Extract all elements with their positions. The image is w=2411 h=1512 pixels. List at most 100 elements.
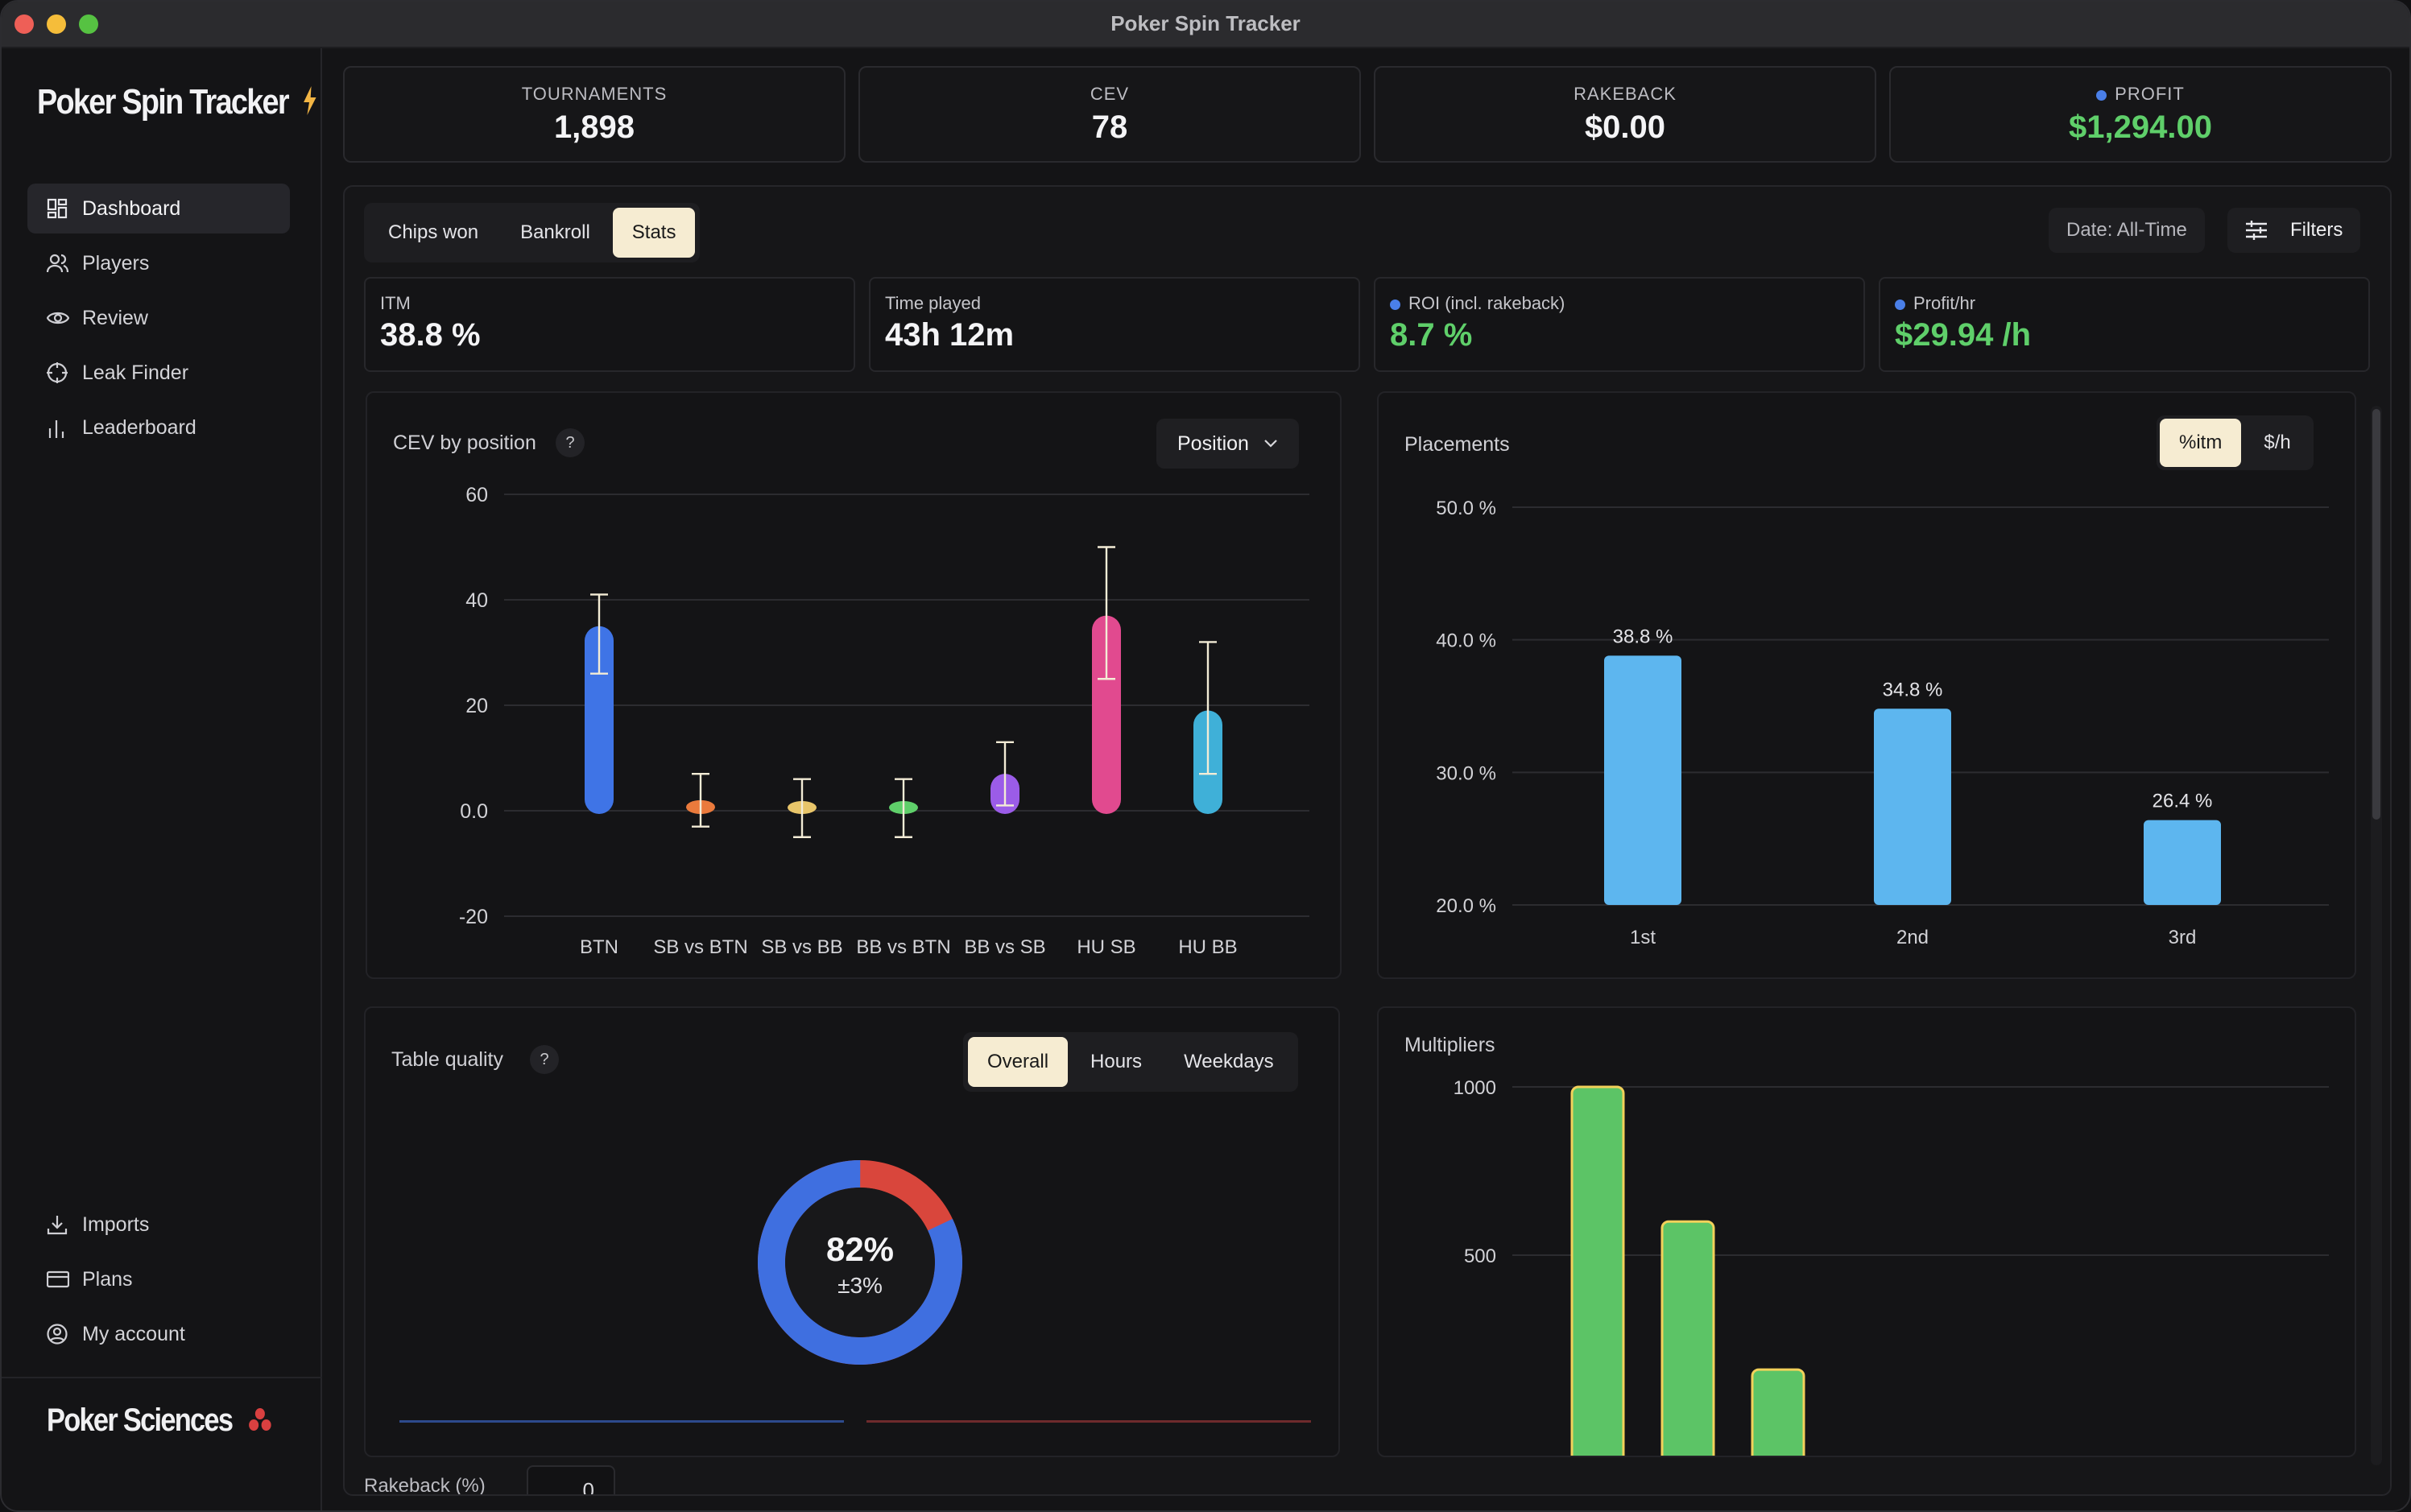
data-label: 26.4 % <box>2153 791 2213 812</box>
scrollbar-thumb[interactable] <box>2372 409 2380 820</box>
kpi-label: PROFIT <box>2115 84 2185 104</box>
sidebar-item-label: Review <box>82 306 148 329</box>
sidebar-item-label: Leak Finder <box>82 361 189 384</box>
quality-bar-blue <box>399 1420 844 1423</box>
tab-weekdays[interactable]: Weekdays <box>1184 1051 1274 1072</box>
y-tick-label: 40.0 % <box>1436 630 1496 652</box>
tab-stats[interactable]: Stats <box>612 208 696 258</box>
bar <box>1092 615 1121 814</box>
rakeback-label: Rakeback (%) <box>364 1475 486 1496</box>
kpi-rakeback: RAKEBACK $0.00 <box>1374 66 1876 163</box>
donut-margin: ±3% <box>837 1273 883 1298</box>
stat-value: 38.8 % <box>380 317 481 353</box>
main-content: TOURNAMENTS 1,898 CEV 78 RAKEBACK $0.00 … <box>324 48 2409 1510</box>
sidebar-item-leak-finder[interactable]: Leak Finder <box>27 348 290 398</box>
sidebar-item-leaderboard[interactable]: Leaderboard <box>27 403 290 452</box>
stat-itm: ITM 38.8 % <box>364 277 855 372</box>
brand-logo[interactable]: Poker Spin Tracker <box>37 82 317 122</box>
kpi-label: TOURNAMENTS <box>521 84 668 104</box>
stat-profit-hr: Profit/hr $29.94 /h <box>1879 277 2370 372</box>
eye-icon <box>47 312 69 324</box>
tab-bankroll[interactable]: Bankroll <box>520 221 590 243</box>
sidebar-item-label: Players <box>82 251 150 275</box>
cev-by-position-card: CEV by position ? Position 60 40 20 0.0 -20 B… <box>366 391 1342 979</box>
sidebar-item-plans[interactable]: Plans <box>27 1254 290 1304</box>
table-quality-donut: 82% ±3% <box>758 1160 962 1365</box>
y-tick-label: -20 <box>459 906 488 928</box>
stat-label: ITM <box>380 293 411 313</box>
sidebar-item-label: Leaderboard <box>82 415 196 439</box>
footer-brand-name: Poker Sciences <box>47 1403 234 1438</box>
card-title: CEV by position <box>393 432 536 454</box>
toggle-dollars-per-hour[interactable]: $/h <box>2264 432 2291 453</box>
dropdown-value: Position <box>1177 432 1249 455</box>
sidebar-item-dashboard[interactable]: Dashboard <box>27 184 290 233</box>
users-icon <box>47 254 69 273</box>
position-dropdown[interactable]: Position <box>1156 419 1299 469</box>
status-dot <box>2096 89 2107 101</box>
stat-label: Profit/hr <box>1913 293 1976 313</box>
footer-brand[interactable]: Poker Sciences <box>47 1403 271 1439</box>
x-tick-label: HU SB <box>1077 936 1135 958</box>
kpi-label: RAKEBACK <box>1574 84 1677 104</box>
stat-label: Time played <box>885 293 982 313</box>
sidebar-divider <box>2 1377 322 1378</box>
window-title: Poker Spin Tracker <box>1110 11 1301 35</box>
donut-value-arc <box>758 1160 962 1365</box>
close-window-button[interactable] <box>14 14 34 34</box>
placements-toggle: %itm $/h <box>2157 415 2314 470</box>
bar <box>1751 1368 1805 1456</box>
help-icon[interactable]: ? <box>530 1045 559 1074</box>
y-tick-label: 60 <box>465 484 488 506</box>
y-tick-label: 20.0 % <box>1436 895 1496 917</box>
kpi-value: 1,898 <box>553 109 635 145</box>
placements-chart: 50.0 % 40.0 % 30.0 % 20.0 % 38.8 % 1st 34.8 % 2… <box>1436 498 2329 948</box>
card-title: Table quality <box>391 1048 503 1071</box>
sliders-icon <box>2246 221 2267 240</box>
brand-name: Poker Spin Tracker <box>37 82 290 122</box>
zoom-window-button[interactable] <box>79 14 98 34</box>
y-tick-label: 30.0 % <box>1436 762 1496 784</box>
multipliers-chart: 1000 500 <box>1454 1077 2329 1456</box>
sidebar-item-imports[interactable]: Imports <box>27 1200 290 1250</box>
y-tick-label: 1000 <box>1454 1077 1496 1099</box>
sidebar-item-players[interactable]: Players <box>27 238 290 288</box>
sidebar-item-my-account[interactable]: My account <box>27 1309 290 1359</box>
x-tick-label: 3rd <box>2169 927 2197 948</box>
x-tick-label: SB vs BTN <box>653 936 747 958</box>
minimize-window-button[interactable] <box>47 14 66 34</box>
placements-card: Placements %itm $/h 50.0 % 40.0 % 30.0 % 20… <box>1377 391 2356 979</box>
filters-button[interactable]: Filters <box>2227 208 2361 253</box>
panel-scrollbar[interactable] <box>2371 406 2382 1465</box>
y-tick-label: 500 <box>1464 1246 1496 1267</box>
toggle-pct-itm[interactable]: %itm <box>2160 419 2242 467</box>
y-tick-label: 40 <box>465 589 488 612</box>
cev-chart: 60 40 20 0.0 -20 BTN SB vs BTN SB vs BB BB vs BT… <box>459 484 1309 958</box>
donut-percent: 82% <box>826 1230 894 1268</box>
tab-chips-won[interactable]: Chips won <box>388 221 479 243</box>
sidebar-item-review[interactable]: Review <box>27 293 290 343</box>
bar-chart-icon <box>48 420 64 438</box>
rakeback-input[interactable]: 0 <box>527 1465 615 1494</box>
tab-hours[interactable]: Hours <box>1090 1051 1143 1072</box>
stat-value: 8.7 % <box>1390 317 1473 353</box>
y-tick-label: 50.0 % <box>1436 498 1496 519</box>
stat-value: 43h 12m <box>885 317 1015 353</box>
kpi-value: 78 <box>1091 109 1128 145</box>
crosshair-icon <box>47 362 68 383</box>
kpi-value: $0.00 <box>1584 109 1666 145</box>
stat-label: ROI (incl. rakeback) <box>1408 293 1565 313</box>
bar <box>1570 1085 1625 1456</box>
donut-center <box>785 1188 935 1337</box>
stat-value: $29.94 /h <box>1895 317 2032 353</box>
title-bar: Poker Spin Tracker <box>2 2 2409 48</box>
help-icon[interactable]: ? <box>556 428 585 457</box>
date-filter[interactable]: Date: All-Time <box>2049 208 2205 253</box>
table-quality-card: Table quality ? Overall Hours Weekdays 8… <box>364 1006 1340 1457</box>
filters-label: Filters <box>2290 219 2343 241</box>
download-icon <box>47 1216 68 1235</box>
tab-overall[interactable]: Overall <box>968 1037 1069 1087</box>
kpi-tournaments: TOURNAMENTS 1,898 <box>343 66 846 163</box>
sidebar-item-label: Imports <box>82 1212 150 1236</box>
